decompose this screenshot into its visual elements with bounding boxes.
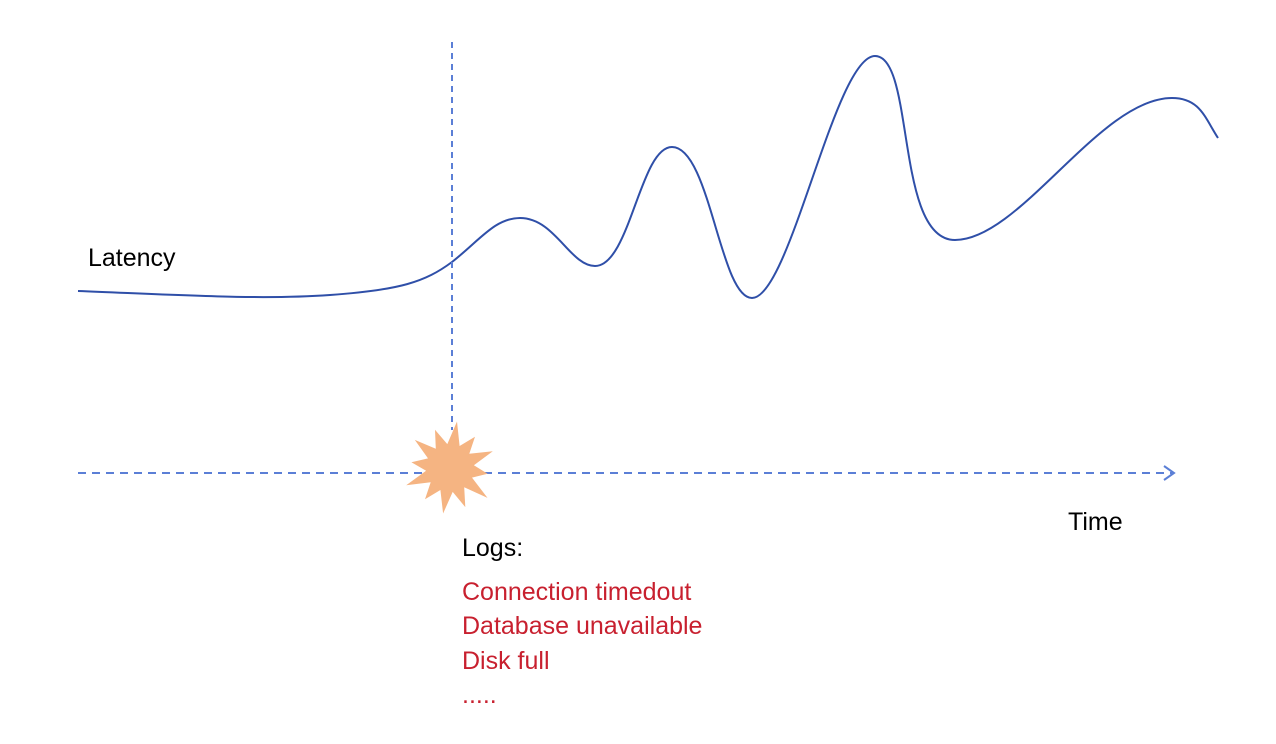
log-entry: Database unavailable bbox=[462, 612, 703, 640]
starburst-icon bbox=[406, 421, 493, 514]
latency-label: Latency bbox=[88, 244, 176, 272]
log-entry: Disk full bbox=[462, 647, 550, 675]
log-ellipsis: ..... bbox=[462, 681, 497, 709]
logs-title: Logs: bbox=[462, 534, 524, 562]
time-axis-arrowhead bbox=[1163, 465, 1176, 481]
log-entry: Connection timedout bbox=[462, 578, 692, 606]
time-label: Time bbox=[1068, 508, 1123, 536]
latency-curve bbox=[77, 54, 1219, 300]
